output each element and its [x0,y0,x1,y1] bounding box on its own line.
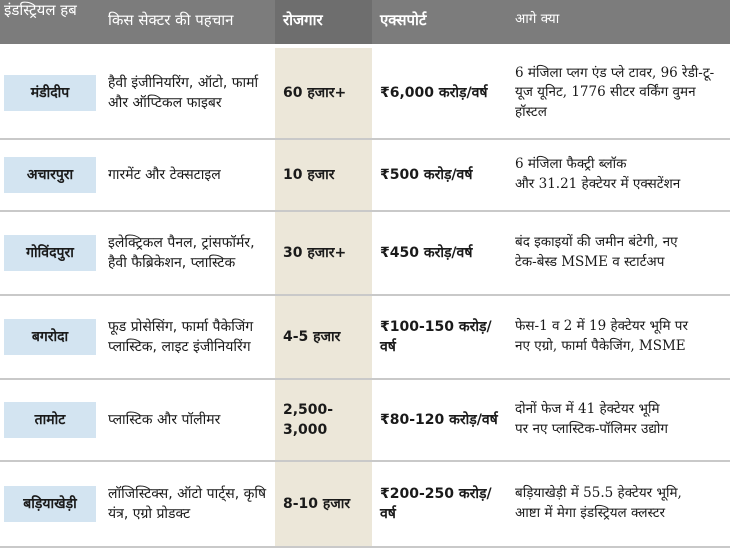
table-cell: 10 हजार [275,140,372,212]
cell-line: बड़ियाखेड़ी [23,495,77,512]
table-cell: ₹500 करोड़/वर्ष [372,140,507,212]
cell-line: तामोट [34,411,66,428]
table-cell: 30 हजार+ [275,212,372,296]
cell-line: 6 मंजिला फैक्ट्री ब्लॉक [515,156,627,173]
cell-line: 30 हजार+ [283,244,347,261]
hub-cell: तामोट [0,380,100,462]
cell-line: प्लास्टिक और पॉलीमर [108,411,221,428]
cell-line: दोनों फेज में 41 हेक्टेयर भूमि [515,401,660,418]
cell-line: 60 हजार+ [283,84,347,101]
cell-line: 2,500-3,000 [283,401,334,438]
table-cell: बड़ियाखेड़ी में 55.5 हेक्टेयर भूमि, आष्टा… [507,462,730,548]
cell-line: 4-5 हजार [283,328,341,345]
table-cell: 4-5 हजार [275,296,372,380]
header-cell: आगे क्या [507,0,730,48]
cell-line: और ऑप्टिकल फाइबर [108,95,222,111]
cell-line: हैवी इंजीनियरिंग, ऑटो, फार्मा [108,74,259,91]
cell-line: फूड प्रोसेसिंग, फार्मा पैकेजिंग [108,318,254,335]
cell-line: बंद इकाइयों की जमीन बंटेगी, नए [515,234,678,251]
table-cell: ₹200-250 करोड़/वर्ष [372,462,507,548]
header-cell: एक्सपोर्ट [372,0,507,48]
cell-line: इलेक्ट्रिकल पैनल, ट्रांसफॉर्मर, [108,234,255,251]
table-cell: ₹6,000 करोड़/वर्ष [372,48,507,140]
table-cell: 2,500-3,000 [275,380,372,462]
table-cell: हैवी इंजीनियरिंग, ऑटो, फार्मा और ऑप्टिकल … [100,48,275,140]
hub-cell: गोविंदपुरा [0,212,100,296]
table-cell: 8-10 हजार [275,462,372,548]
cell-line: और 31.21 हेक्टेयर में एक्सटेंशन [515,176,681,192]
cell-line: नए एग्रो, फार्मा पैकेजिंग, MSME [515,338,686,354]
hub-label: तामोट [4,401,96,439]
cell-line: ₹80-120 करोड़/वर्ष [380,411,498,428]
header-cell: रोजगार [275,0,372,48]
hub-cell: बगरोदा [0,296,100,380]
cell-line: ₹100-150 करोड़/वर्ष [380,318,492,355]
cell-line: लॉजिस्टिक्स, ऑटो पार्ट्स, कृषि [108,485,267,502]
cell-line: ₹200-250 करोड़/वर्ष [380,485,492,522]
table-cell: ₹100-150 करोड़/वर्ष [372,296,507,380]
table-cell: फूड प्रोसेसिंग, फार्मा पैकेजिंग प्लास्टिक… [100,296,275,380]
hub-cell: मंडीदीप [0,48,100,140]
cell-line: टेक-बेस्ड MSME व स्टार्टअप [515,254,665,270]
cell-line: यूज यूनिट, 1776 सीटर वर्किंग वुमन हॉस्टल [515,84,696,120]
cell-line: ₹500 करोड़/वर्ष [380,166,473,183]
cell-line: ₹6,000 करोड़/वर्ष [380,84,488,101]
table-cell: इलेक्ट्रिकल पैनल, ट्रांसफॉर्मर, हैवी फैब्… [100,212,275,296]
table-cell: फेस-1 व 2 में 19 हेक्टेयर भूमि पर नए एग्र… [507,296,730,380]
table-cell: प्लास्टिक और पॉलीमर [100,380,275,462]
hub-label: बड़ियाखेड़ी [4,485,96,523]
cell-line: अचारपुरा [26,166,74,183]
hub-label: गोविंदपुरा [4,234,96,272]
table-cell: ₹80-120 करोड़/वर्ष [372,380,507,462]
hub-cell: बड़ियाखेड़ी [0,462,100,548]
hub-label: बगरोदा [4,318,96,356]
table-cell: 6 मंजिला प्लग एंड प्ले टावर, 96 रेडी-टू-… [507,48,730,140]
cell-line: 6 मंजिला प्लग एंड प्ले टावर, 96 रेडी-टू- [515,64,715,81]
hub-label: अचारपुरा [4,156,96,194]
cell-line: प्लास्टिक, लाइट इंजीनियरिंग [108,339,251,355]
table-cell: 60 हजार+ [275,48,372,140]
table-cell: लॉजिस्टिक्स, ऑटो पार्ट्स, कृषि यंत्र, एग्… [100,462,275,548]
table-cell: बंद इकाइयों की जमीन बंटेगी, नए टेक-बेस्ड … [507,212,730,296]
cell-line: हैवी फैब्रिकेशन, प्लास्टिक [108,255,236,271]
cell-line: 8-10 हजार [283,495,351,512]
cell-line: ₹450 करोड़/वर्ष [380,244,473,261]
cell-line: यंत्र, एग्रो प्रोडक्ट [108,506,191,522]
header-cell: इंडस्ट्रियल हब [0,0,100,48]
hub-cell: अचारपुरा [0,140,100,212]
hub-label: मंडीदीप [4,74,96,112]
cell-line: 10 हजार [283,166,335,183]
cell-line: गोविंदपुरा [26,244,74,261]
table-cell: 6 मंजिला फैक्ट्री ब्लॉक और 31.21 हेक्टेयर… [507,140,730,212]
header-cell: किस सेक्टर की पहचान [100,0,275,48]
cell-line: आष्टा में मेगा इंडस्ट्रियल क्लस्टर [515,505,666,521]
cell-line: फेस-1 व 2 में 19 हेक्टेयर भूमि पर [515,318,689,335]
cell-line: पर नए प्लास्टिक-पॉलिमर उद्योग [515,421,668,437]
cell-line: गारमेंट और टेक्सटाइल [108,166,221,183]
table-cell: गारमेंट और टेक्सटाइल [100,140,275,212]
table-cell: दोनों फेज में 41 हेक्टेयर भूमि पर नए प्ला… [507,380,730,462]
cell-line: मंडीदीप [30,84,70,101]
cell-line: बड़ियाखेड़ी में 55.5 हेक्टेयर भूमि, [515,485,682,502]
table-cell: ₹450 करोड़/वर्ष [372,212,507,296]
cell-line: बगरोदा [31,328,69,345]
